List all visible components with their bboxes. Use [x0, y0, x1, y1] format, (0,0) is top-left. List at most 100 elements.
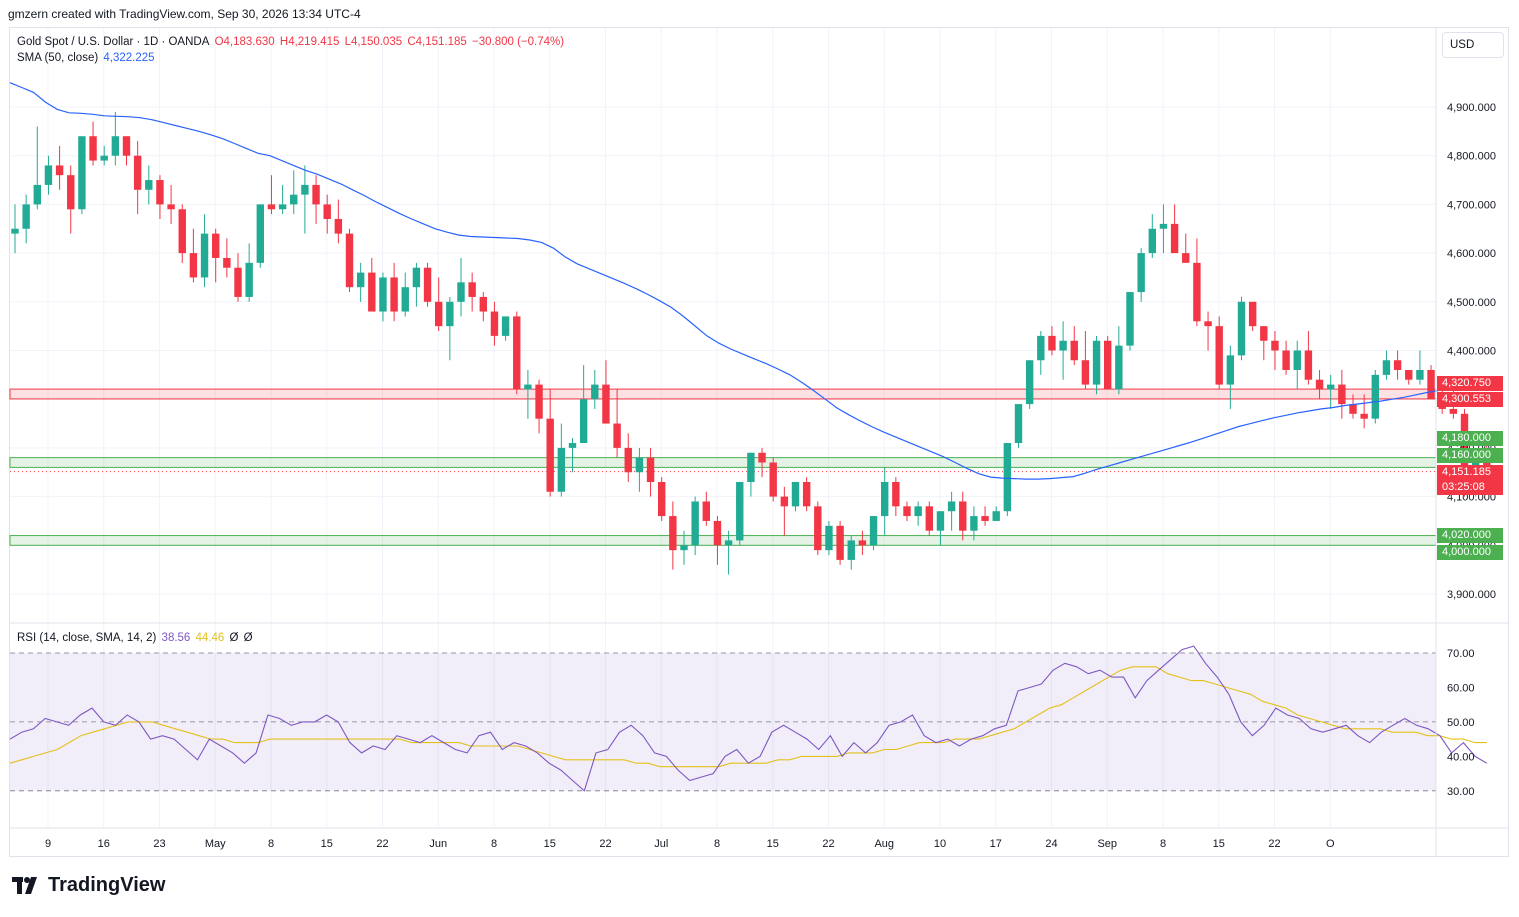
- rsi-pane: [9, 645, 1488, 792]
- candle-body: [446, 301, 454, 327]
- candle-body: [814, 506, 822, 551]
- candle-body: [1092, 340, 1101, 385]
- candle-body: [145, 180, 153, 190]
- sma-legend[interactable]: SMA (50, close) 4,322.225: [17, 52, 157, 64]
- candle-body: [947, 501, 956, 512]
- time-tick-label: 17: [990, 838, 1002, 850]
- candle-body: [646, 457, 655, 482]
- candle-body: [1427, 369, 1435, 400]
- candle-body: [881, 481, 889, 517]
- candle-body: [1048, 335, 1056, 351]
- time-tick-label: 10: [934, 838, 946, 850]
- candle-body: [568, 443, 577, 448]
- tradingview-logo[interactable]: TradingView: [12, 874, 165, 897]
- zone-label-4020: 4,020.000: [1437, 528, 1503, 543]
- candle-body: [278, 204, 287, 210]
- rsi-legend[interactable]: RSI (14, close, SMA, 14, 2) 38.56 44.46 …: [17, 632, 255, 644]
- candle-body: [1293, 350, 1301, 370]
- candle-body: [167, 204, 175, 210]
- candle-body: [200, 233, 209, 278]
- candle-body: [1260, 326, 1268, 341]
- rsi-tick-label: 50.00: [1447, 717, 1475, 729]
- candle-body: [501, 316, 510, 336]
- time-tick-label: Jun: [429, 838, 447, 850]
- candle-body: [557, 447, 566, 492]
- candle-body: [1371, 374, 1379, 419]
- candle-body: [1327, 384, 1335, 390]
- tradingview-logo-icon: [12, 876, 42, 895]
- candle-body: [234, 267, 242, 297]
- last-price-label: 4,151.185: [1437, 465, 1503, 480]
- candle-body: [334, 219, 343, 234]
- sma-50-line: [9, 82, 1487, 480]
- ohlc-low: L4,150.035: [344, 36, 403, 48]
- candle-body: [1204, 321, 1212, 327]
- price-tick-label: 4,400.000: [1447, 346, 1496, 358]
- candle-body: [1003, 443, 1012, 512]
- rsi-tick-label: 60.00: [1447, 682, 1475, 694]
- candle-body: [1282, 350, 1290, 370]
- candle-body: [1338, 384, 1346, 405]
- rsi-label: RSI (14, close, SMA, 14, 2): [17, 632, 157, 644]
- rsi-line: [9, 645, 1488, 792]
- candle-body: [1416, 369, 1424, 380]
- candle-body: [524, 384, 532, 390]
- candle-body: [312, 184, 320, 205]
- time-tick-label: Jul: [654, 838, 668, 850]
- time-tick-label: 8: [268, 838, 274, 850]
- candle-body: [1349, 404, 1357, 414]
- candle-body: [869, 516, 878, 546]
- candle-body: [780, 496, 789, 507]
- price-legend: Gold Spot / U.S. Dollar · 1D · OANDA O4,…: [17, 36, 566, 48]
- time-tick-label: 24: [1045, 838, 1057, 850]
- rsi-extra-2: Ø: [243, 632, 253, 644]
- candle-body: [624, 447, 632, 473]
- time-tick-label: 16: [98, 838, 110, 850]
- candle-body: [368, 272, 376, 312]
- candle-body: [435, 301, 443, 327]
- candle-body: [1248, 301, 1257, 327]
- time-tick-label: May: [205, 838, 226, 850]
- candle-body: [769, 462, 777, 497]
- rsi-value: 38.56: [161, 632, 191, 644]
- time-tick-label: 8: [491, 838, 497, 850]
- time-tick-label: 8: [714, 838, 720, 850]
- sma-value: 4,322.225: [103, 52, 155, 64]
- currency-selector[interactable]: USD: [1442, 32, 1504, 58]
- candle-body: [858, 540, 867, 546]
- ohlc-close: C4,151.185: [407, 36, 467, 48]
- candle-body: [122, 136, 131, 156]
- candle-body: [836, 525, 844, 560]
- candle-body: [356, 272, 365, 288]
- candle-body: [1159, 223, 1168, 229]
- candle-body: [1226, 355, 1235, 385]
- candle-body: [680, 545, 688, 551]
- ohlc-open: O4,183.630: [214, 36, 275, 48]
- zone-support: [9, 457, 1437, 468]
- candle-body: [613, 423, 621, 448]
- candle-body: [1137, 253, 1145, 293]
- candle-body: [490, 311, 499, 336]
- candle-body: [33, 184, 41, 205]
- candle-body: [658, 481, 666, 517]
- candle-body: [702, 501, 710, 521]
- zone-label-4180: 4,180.000: [1437, 431, 1503, 446]
- chart-frame: [9, 27, 1509, 857]
- candle-body: [936, 511, 945, 531]
- candle-body: [468, 282, 476, 297]
- candle-body: [1215, 326, 1223, 385]
- candle-body: [1081, 360, 1090, 385]
- axes: 3,900.0004,000.0004,100.0004,200.0004,30…: [10, 28, 1508, 856]
- candle-body: [379, 277, 387, 312]
- candle-body: [479, 296, 487, 312]
- candle-body: [903, 506, 911, 517]
- symbol-name[interactable]: Gold Spot / U.S. Dollar · 1D · OANDA: [17, 36, 210, 48]
- candle-body: [412, 267, 421, 288]
- candle-body: [423, 267, 432, 302]
- candle-body: [11, 228, 19, 234]
- rsi-tick-label: 30.00: [1447, 786, 1475, 798]
- candle-body: [245, 262, 253, 297]
- price-tick-label: 4,700.000: [1447, 199, 1496, 211]
- candle-body: [44, 165, 53, 185]
